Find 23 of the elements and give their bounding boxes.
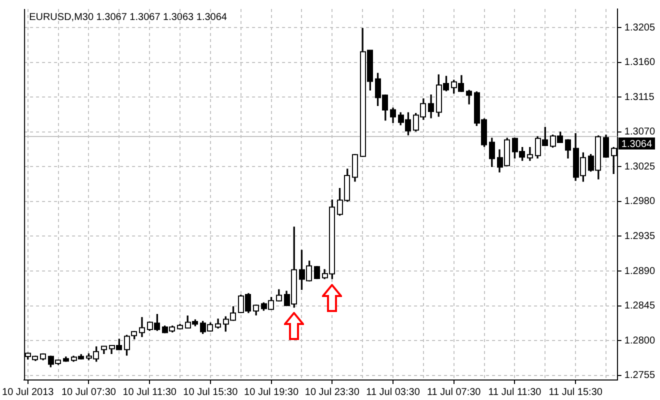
y-tick-label: 1.2800 <box>624 335 656 346</box>
y-tick-label: 1.2935 <box>624 230 656 242</box>
ref-line-label: 1.3064 <box>621 138 652 150</box>
chart-title: EURUSD,M30 1.3067 1.3067 1.3063 1.3064 <box>29 12 228 23</box>
y-tick-label: 1.3160 <box>624 57 656 68</box>
x-tick-label: 10 Jul 11:30 <box>122 386 177 398</box>
x-tick-label: 10 Jul 2013 <box>2 386 54 398</box>
x-tick-label: 11 Jul 03:30 <box>366 386 420 398</box>
x-tick-label: 10 Jul 19:30 <box>244 386 299 398</box>
y-tick-label: 1.2890 <box>624 266 656 277</box>
y-tick-label: 1.3025 <box>624 161 656 172</box>
y-tick-label: 1.2755 <box>624 370 656 382</box>
x-tick-label: 11 Jul 11:30 <box>488 386 542 398</box>
y-tick-label: 1.3070 <box>624 126 656 138</box>
x-tick-label: 10 Jul 15:30 <box>183 386 238 398</box>
y-tick-label: 1.2980 <box>624 196 656 208</box>
y-tick-label: 1.2845 <box>624 300 656 312</box>
x-tick-label: 11 Jul 15:30 <box>548 386 603 398</box>
x-tick-label: 10 Jul 07:30 <box>61 386 116 398</box>
y-tick-label: 1.3115 <box>624 92 655 103</box>
x-tick-label: 11 Jul 07:30 <box>426 386 482 398</box>
y-tick-label: 1.3205 <box>624 22 656 34</box>
x-tick-label: 10 Jul 23:30 <box>304 386 360 398</box>
